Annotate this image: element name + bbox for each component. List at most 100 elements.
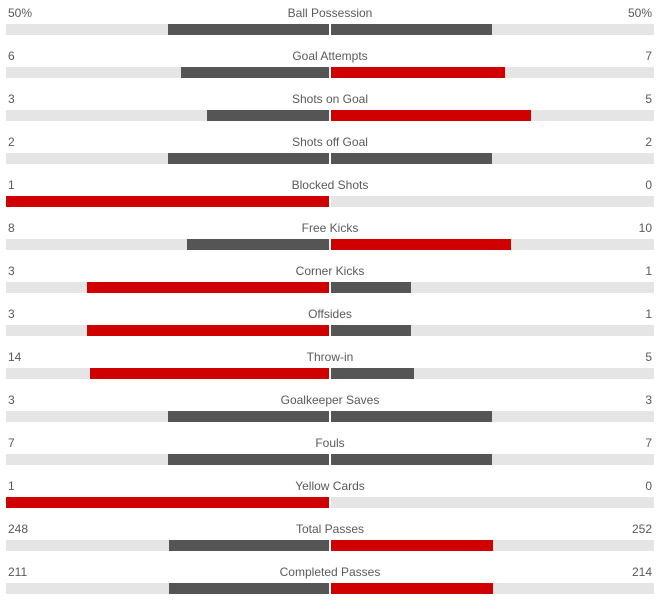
stat-value-left: 1	[8, 479, 15, 493]
stat-value-left: 248	[8, 522, 28, 536]
center-divider	[329, 281, 331, 294]
stat-bar-right	[330, 540, 493, 551]
stat-row: 35Shots on Goal	[6, 92, 654, 121]
stat-row: 22Shots off Goal	[6, 135, 654, 164]
stat-labels: 10	[6, 479, 654, 493]
stat-bar-track	[6, 239, 654, 250]
stat-labels: 31	[6, 264, 654, 278]
stat-bar-right	[330, 67, 505, 78]
stat-value-right: 0	[645, 178, 652, 192]
stat-row: 810Free Kicks	[6, 221, 654, 250]
stat-labels: 67	[6, 49, 654, 63]
center-divider	[329, 66, 331, 79]
stat-bar-right	[330, 239, 511, 250]
stat-value-right: 1	[645, 264, 652, 278]
stat-bar-track	[6, 196, 654, 207]
stat-value-right: 3	[645, 393, 652, 407]
stat-row: 50%50%Ball Possession	[6, 6, 654, 35]
stat-labels: 10	[6, 178, 654, 192]
stat-value-right: 5	[645, 92, 652, 106]
stat-value-right: 1	[645, 307, 652, 321]
stat-bar-track	[6, 282, 654, 293]
stat-value-left: 211	[8, 565, 27, 579]
center-divider	[329, 195, 331, 208]
stat-value-left: 2	[8, 135, 15, 149]
stat-bar-left	[187, 239, 330, 250]
stat-row: 10Yellow Cards	[6, 479, 654, 508]
center-divider	[329, 496, 331, 509]
stat-bar-track	[6, 153, 654, 164]
stat-value-left: 14	[8, 350, 21, 364]
stat-value-right: 0	[645, 479, 652, 493]
stat-value-left: 7	[8, 436, 15, 450]
stat-bar-left	[169, 540, 330, 551]
stat-bar-track	[6, 368, 654, 379]
stat-value-right: 5	[645, 350, 652, 364]
stat-bar-track	[6, 325, 654, 336]
stat-value-left: 3	[8, 307, 15, 321]
center-divider	[329, 453, 331, 466]
center-divider	[329, 238, 331, 251]
stat-value-left: 3	[8, 264, 15, 278]
stat-bar-track	[6, 583, 654, 594]
stat-bar-left	[87, 325, 330, 336]
stat-labels: 77	[6, 436, 654, 450]
center-divider	[329, 539, 331, 552]
stat-row: 77Fouls	[6, 436, 654, 465]
stat-bar-left	[168, 454, 330, 465]
stat-bar-right	[330, 24, 492, 35]
stat-row: 31Corner Kicks	[6, 264, 654, 293]
stat-bar-left	[90, 368, 330, 379]
stat-labels: 248 252	[6, 522, 654, 536]
stat-bar-right	[330, 411, 492, 422]
center-divider	[329, 324, 331, 337]
stat-bar-track	[6, 411, 654, 422]
stat-value-right: 7	[645, 49, 652, 63]
stat-value-right: 252	[632, 522, 652, 536]
stat-bar-left	[168, 24, 330, 35]
stat-bar-left	[168, 153, 330, 164]
stat-value-right: 50%	[628, 6, 652, 20]
center-divider	[329, 410, 331, 423]
stat-bar-right	[330, 368, 414, 379]
center-divider	[329, 23, 331, 36]
stat-bar-left	[6, 196, 330, 207]
stat-bar-track	[6, 454, 654, 465]
stat-row: 67Goal Attempts	[6, 49, 654, 78]
stat-bar-right	[330, 325, 411, 336]
stat-labels: 22	[6, 135, 654, 149]
stat-bar-track	[6, 67, 654, 78]
stat-bar-left	[87, 282, 330, 293]
stat-bar-right	[330, 282, 411, 293]
stat-bar-track	[6, 24, 654, 35]
stat-bar-right	[330, 153, 492, 164]
stat-bar-left	[169, 583, 330, 594]
stat-labels: 33	[6, 393, 654, 407]
stat-bar-right	[330, 454, 492, 465]
center-divider	[329, 582, 331, 595]
stat-labels: 35	[6, 92, 654, 106]
stat-value-right: 10	[639, 221, 652, 235]
stat-value-left: 3	[8, 393, 15, 407]
stat-value-left: 6	[8, 49, 15, 63]
stat-row: 145Throw-in	[6, 350, 654, 379]
stat-bar-track	[6, 497, 654, 508]
center-divider	[329, 109, 331, 122]
stat-bar-left	[6, 497, 330, 508]
stat-value-left: 3	[8, 92, 15, 106]
stat-bar-right	[330, 583, 493, 594]
stat-labels: 31	[6, 307, 654, 321]
match-stats-container: 50%50%Ball Possession67Goal Attempts35Sh…	[6, 6, 654, 594]
stat-row: 10Blocked Shots	[6, 178, 654, 207]
stat-value-right: 2	[645, 135, 652, 149]
stat-labels: 211 214	[6, 565, 654, 579]
stat-bar-left	[168, 411, 330, 422]
stat-bar-track	[6, 110, 654, 121]
stat-value-left: 8	[8, 221, 15, 235]
stat-value-left: 50%	[8, 6, 32, 20]
stat-value-right: 214	[632, 565, 652, 579]
stat-bar-right	[330, 110, 531, 121]
stat-row: 33Goalkeeper Saves	[6, 393, 654, 422]
stat-labels: 8 10	[6, 221, 654, 235]
stat-labels: 50% 50%	[6, 6, 654, 20]
